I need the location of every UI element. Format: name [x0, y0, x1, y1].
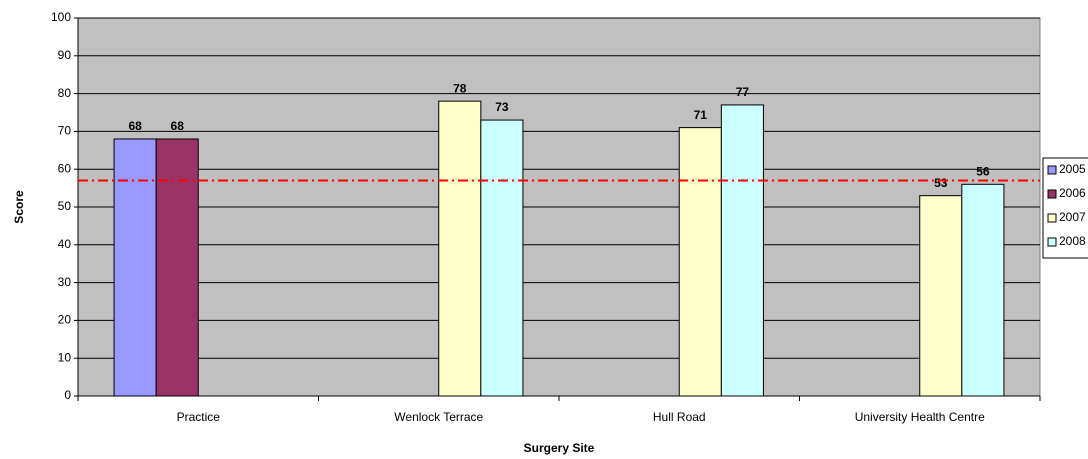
y-tick-label: 0: [64, 388, 71, 402]
bar: [480, 119, 524, 397]
y-tick-label: 40: [58, 237, 72, 251]
y-tick-label: 20: [58, 313, 72, 327]
bar: [961, 183, 1005, 397]
legend-label: 2008: [1059, 234, 1086, 248]
bar: [919, 195, 963, 397]
y-tick-label: 100: [51, 10, 71, 24]
x-tick-label: University Health Centre: [855, 410, 985, 424]
x-tick-label: Practice: [177, 410, 221, 424]
value-label: 71: [694, 108, 708, 122]
legend-swatch: [1047, 189, 1057, 199]
value-label: 78: [453, 81, 467, 95]
bar: [438, 100, 482, 397]
legend-label: 2005: [1059, 162, 1086, 176]
bar: [678, 127, 722, 397]
legend-swatch: [1047, 237, 1057, 247]
y-tick-label: 90: [58, 48, 72, 62]
y-tick-label: 10: [58, 350, 72, 364]
bar: [155, 138, 199, 397]
value-label: 73: [495, 100, 509, 114]
legend-label: 2007: [1059, 210, 1086, 224]
x-tick-label: Wenlock Terrace: [394, 410, 483, 424]
y-tick-label: 60: [58, 161, 72, 175]
y-axis-title: Score: [12, 190, 26, 224]
value-label: 68: [128, 119, 142, 133]
value-label: 77: [736, 85, 750, 99]
legend-label: 2006: [1059, 186, 1086, 200]
bar: [720, 104, 764, 397]
y-tick-label: 30: [58, 275, 72, 289]
x-tick-label: Hull Road: [653, 410, 706, 424]
y-tick-label: 50: [58, 199, 72, 213]
value-label: 53: [934, 176, 948, 190]
y-tick-label: 70: [58, 124, 72, 138]
value-label: 56: [976, 164, 990, 178]
value-label: 68: [171, 119, 185, 133]
legend-swatch: [1047, 165, 1057, 175]
bar: [113, 138, 157, 397]
legend-swatch: [1047, 213, 1057, 223]
x-axis-title: Surgery Site: [524, 441, 595, 455]
y-tick-label: 80: [58, 86, 72, 100]
